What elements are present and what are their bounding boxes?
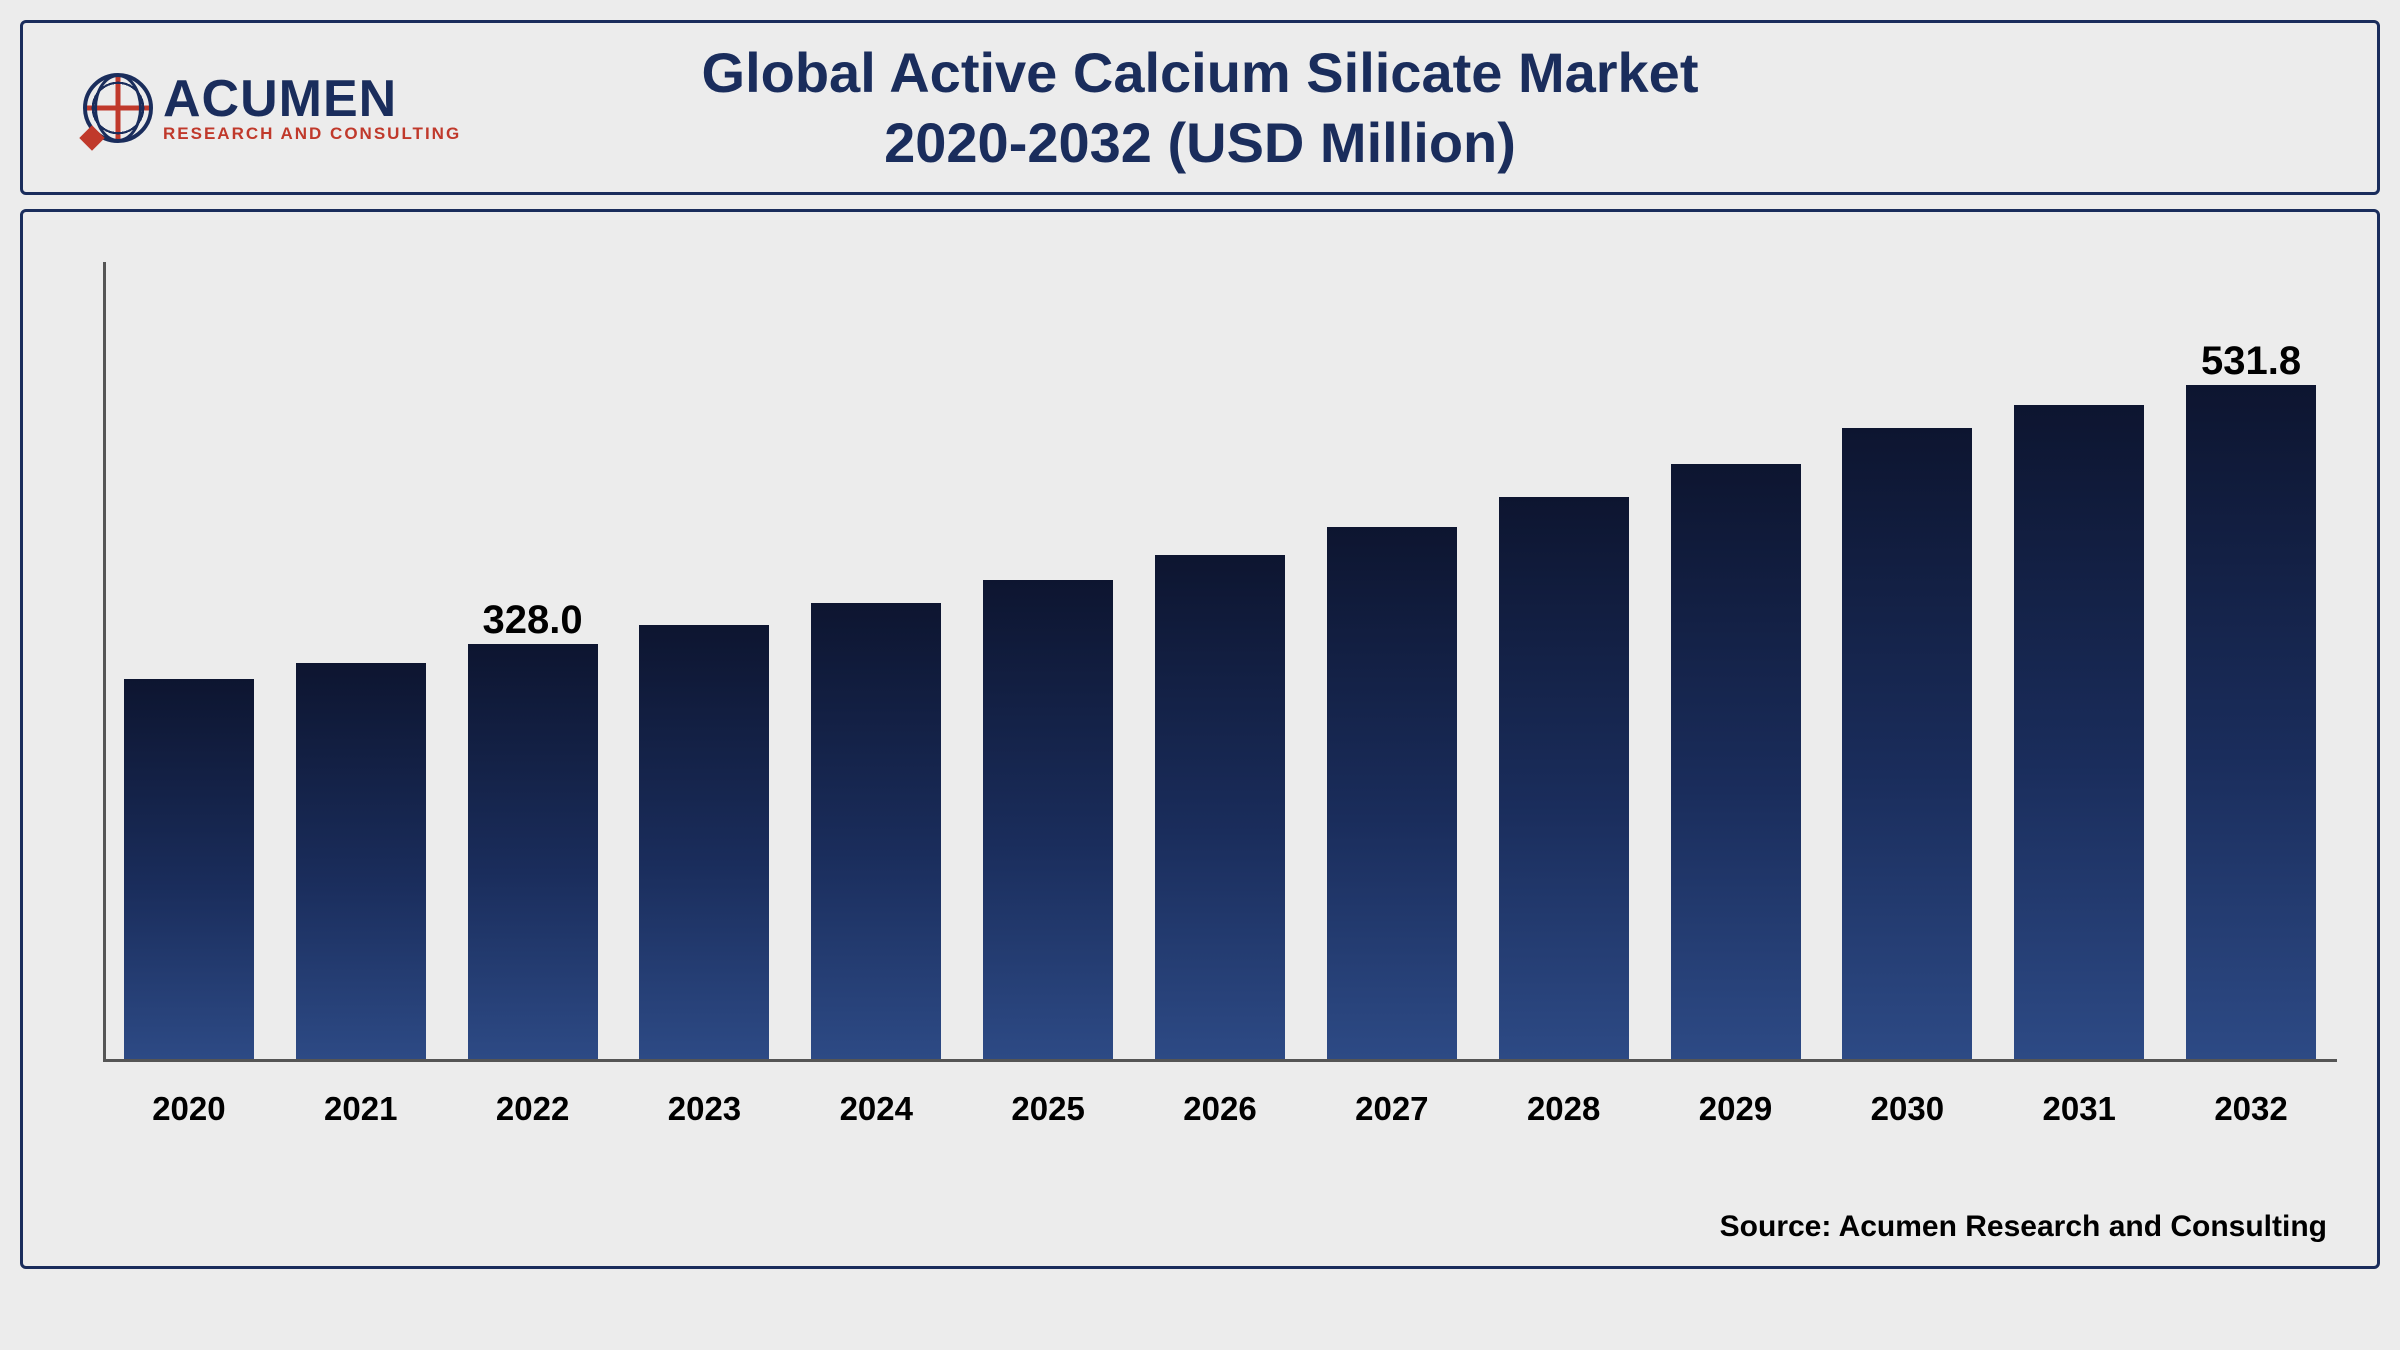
- bar-slot: 531.8: [2166, 385, 2336, 1059]
- bar-slot: [1994, 405, 2164, 1059]
- value-label: 328.0: [483, 598, 583, 643]
- year-label: 2032: [2166, 1072, 2336, 1142]
- bar-slot: [1822, 428, 1992, 1059]
- bar: [639, 625, 769, 1059]
- bar: [1499, 497, 1629, 1059]
- year-label: 2028: [1479, 1072, 1649, 1142]
- bar: [468, 644, 598, 1059]
- globe-icon: [83, 73, 153, 143]
- year-label: 2030: [1822, 1072, 1992, 1142]
- year-label: 2022: [448, 1072, 618, 1142]
- bars-container: 328.0 531.8: [103, 299, 2337, 1059]
- year-label: 2021: [276, 1072, 446, 1142]
- bar: [124, 679, 254, 1059]
- year-label: 2031: [1994, 1072, 2164, 1142]
- bar: [2186, 385, 2316, 1059]
- bar: [1155, 555, 1285, 1059]
- bar-slot: [1651, 464, 1821, 1059]
- bar-slot: [1479, 497, 1649, 1059]
- bar-slot: [619, 625, 789, 1059]
- plot-area: 328.0531.8 20202021202220232024202520262…: [63, 262, 2337, 1142]
- bar-slot: [1307, 527, 1477, 1059]
- bar: [1327, 527, 1457, 1059]
- year-label: 2027: [1307, 1072, 1477, 1142]
- bar-slot: [104, 679, 274, 1059]
- logo-subtext: RESEARCH AND CONSULTING: [163, 125, 461, 142]
- bar-slot: 328.0: [448, 644, 618, 1059]
- x-labels-container: 2020202120222023202420252026202720282029…: [103, 1072, 2337, 1142]
- bar-slot: [1135, 555, 1305, 1059]
- x-axis: [103, 1059, 2337, 1062]
- bar-slot: [791, 603, 961, 1059]
- year-label: 2026: [1135, 1072, 1305, 1142]
- year-label: 2025: [963, 1072, 1133, 1142]
- year-label: 2023: [619, 1072, 789, 1142]
- bar-slot: [276, 663, 446, 1059]
- logo-text: ACUMEN RESEARCH AND CONSULTING: [163, 73, 461, 142]
- bar: [1671, 464, 1801, 1059]
- bar: [983, 580, 1113, 1059]
- bar: [2014, 405, 2144, 1059]
- bar-slot: [963, 580, 1133, 1059]
- bar: [811, 603, 941, 1059]
- source-text: Source: Acumen Research and Consulting: [1720, 1210, 2327, 1244]
- chart-panel: 328.0531.8 20202021202220232024202520262…: [20, 209, 2380, 1269]
- logo: ACUMEN RESEARCH AND CONSULTING: [83, 73, 461, 143]
- year-label: 2029: [1651, 1072, 1821, 1142]
- logo-brand: ACUMEN: [163, 73, 461, 125]
- bar: [296, 663, 426, 1059]
- header-panel: ACUMEN RESEARCH AND CONSULTING Global Ac…: [20, 20, 2380, 195]
- year-label: 2020: [104, 1072, 274, 1142]
- bar: [1842, 428, 1972, 1059]
- value-label: 531.8: [2201, 339, 2301, 384]
- year-label: 2024: [791, 1072, 961, 1142]
